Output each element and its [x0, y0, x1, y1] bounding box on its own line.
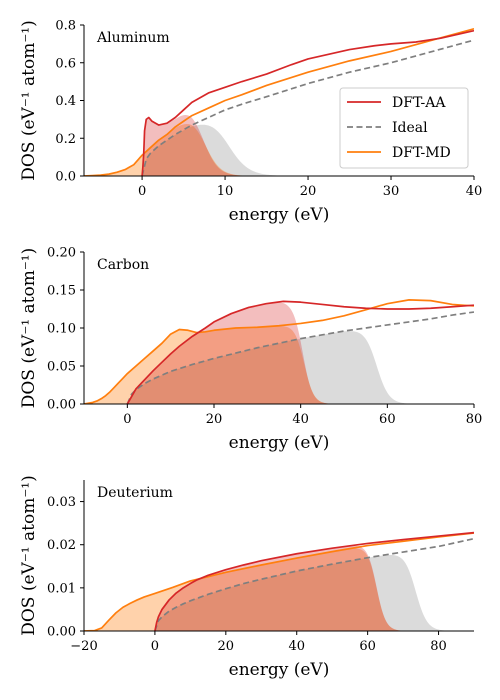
fill-ideal	[127, 331, 426, 404]
fill-ideal	[142, 124, 307, 176]
legend-box	[339, 87, 469, 169]
series-line-dft-md	[84, 532, 474, 631]
fill-dft-aa	[127, 302, 341, 404]
series-line-dft-aa	[141, 29, 474, 176]
x-axis-label: energy (eV)	[229, 205, 330, 225]
y-tick-label: 0.0	[55, 170, 76, 185]
y-tick-label: 0.15	[47, 284, 76, 299]
element-annotation: Aluminum	[96, 30, 170, 46]
x-tick-label: 40	[288, 639, 305, 654]
y-axis-label: DOS (eV⁻¹ atom⁻¹)	[19, 475, 39, 636]
x-tick-label: −20	[70, 639, 97, 654]
y-tick-label: 0.03	[47, 495, 76, 510]
plot-area	[84, 27, 474, 176]
legend-label-ideal: Ideal	[392, 120, 428, 136]
x-tick-label: 40	[292, 412, 309, 427]
x-tick-label: 20	[218, 639, 235, 654]
y-tick-label: 0.01	[47, 581, 76, 596]
y-tick-label: 0.00	[47, 398, 76, 413]
x-tick-label: 10	[217, 184, 234, 199]
y-tick-label: 0.20	[47, 246, 76, 261]
x-tick-label: 0	[138, 184, 146, 199]
panel-deuterium: −20 0 20 40 60 80 0.00 0.01 0.02 0.03 energy (eV) D…	[19, 475, 474, 680]
x-axis-label: energy (eV)	[229, 433, 330, 453]
y-tick-label: 0.00	[47, 625, 76, 640]
x-tick-label: 20	[206, 412, 223, 427]
plot-area	[84, 299, 474, 404]
x-tick-label: 60	[359, 639, 376, 654]
y-tick-label: 0.4	[55, 94, 76, 109]
series-line-ideal	[154, 537, 474, 631]
panel-aluminum: 0 10 20 30 40 0.0 0.2 0.4 0.6 0.8 energy (eV) DOS (…	[19, 19, 482, 226]
series-line-dft-md	[84, 27, 474, 176]
y-tick-label: 0.05	[47, 360, 76, 375]
fill-dft-md	[84, 548, 414, 631]
series-line-dft-aa	[154, 531, 474, 631]
element-annotation: Deuterium	[97, 485, 173, 501]
x-tick-label: 30	[383, 184, 400, 199]
fill-dft-aa	[154, 545, 414, 631]
element-annotation: Carbon	[97, 257, 149, 273]
fill-ideal	[154, 554, 461, 631]
y-tick-label: 0.2	[55, 132, 76, 147]
y-tick-label: 0.10	[47, 322, 76, 337]
fill-dft-md	[84, 326, 343, 404]
legend: DFT-AA Ideal DFT-MD	[339, 87, 469, 169]
plot-area	[84, 531, 474, 631]
series-line-ideal	[141, 39, 474, 176]
x-axis-label: energy (eV)	[229, 660, 330, 680]
x-tick-label: 60	[379, 412, 396, 427]
legend-label-dft-md: DFT-MD	[392, 145, 451, 161]
x-tick-label: 40	[466, 184, 483, 199]
y-tick-label: 0.6	[55, 56, 76, 71]
x-tick-label: 0	[123, 412, 131, 427]
y-axis-label: DOS (eV⁻¹ atom⁻¹)	[19, 248, 39, 409]
fill-dft-md	[84, 124, 265, 176]
y-tick-label: 0.8	[55, 19, 76, 34]
series-line-dft-aa	[126, 300, 474, 404]
legend-label-dft-aa: DFT-AA	[392, 95, 446, 111]
x-tick-label: 20	[300, 184, 317, 199]
y-tick-label: 0.02	[47, 538, 76, 553]
x-tick-label: 80	[430, 639, 447, 654]
x-tick-label: 80	[466, 412, 483, 427]
y-axis-label: DOS (eV⁻¹ atom⁻¹)	[19, 20, 39, 181]
series-line-ideal	[126, 311, 474, 404]
panel-carbon: 0 20 40 60 80 0.00 0.05 0.10 0.15 0.20 energy (eV)…	[19, 246, 482, 454]
x-tick-label: 0	[151, 639, 159, 654]
series-line-dft-md	[84, 299, 474, 404]
